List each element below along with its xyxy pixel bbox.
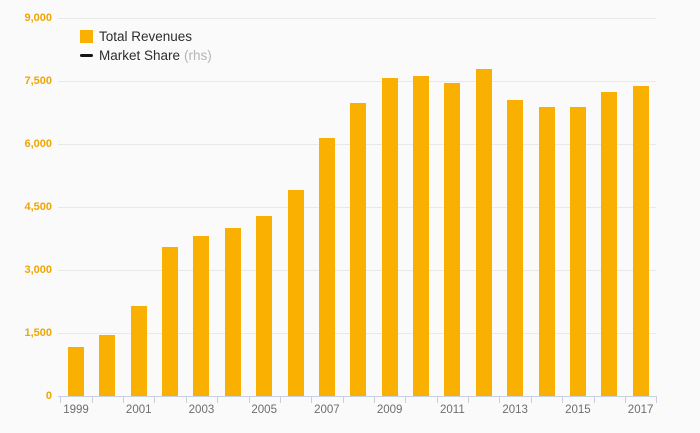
market-share-line-icon [80,53,93,57]
total-revenues-swatch-icon [80,29,93,43]
bar-2007[interactable] [318,138,335,396]
x-axis-tick [60,396,62,403]
x-axis-tick [624,396,626,403]
bar-2001[interactable] [130,306,147,396]
x-axis-tick [185,396,187,403]
bar-2010[interactable] [413,76,430,396]
x-axis-label-2009: 2009 [376,404,403,416]
y-axis-label-3,000: 3,000 [24,264,52,276]
x-axis-tick [562,396,564,403]
bar-2012[interactable] [475,69,492,396]
bar-2014[interactable] [538,107,555,396]
gridline-9,000 [58,18,656,19]
x-axis-tick [593,396,595,403]
gridline-7,500 [58,81,656,82]
x-axis-tick [91,396,93,403]
x-axis-label-2011: 2011 [440,404,465,416]
bar-2016[interactable] [601,92,618,396]
x-axis-tick [279,396,281,403]
x-axis-label-2005: 2005 [251,404,277,416]
legend-label: Market Share [99,47,181,63]
y-axis-label-4,500: 4,500 [24,201,52,213]
bar-2017[interactable] [632,86,649,396]
x-axis-tick [311,396,313,403]
bar-2015[interactable] [569,107,586,396]
x-axis-line [58,396,657,397]
x-axis-label-2015: 2015 [565,404,591,416]
bar-2003[interactable] [193,236,210,396]
legend-rhs-suffix: (rhs) [184,47,212,63]
x-axis-tick [123,396,125,403]
x-axis-label-2003: 2003 [188,404,215,416]
x-axis-label-1999: 1999 [63,404,89,416]
legend: Total Revenues Market Share (rhs) [80,29,212,67]
bar-2013[interactable] [507,100,524,396]
y-axis-label-6,000: 6,000 [24,138,52,150]
bar-2006[interactable] [287,190,304,396]
y-axis-label-7,500: 7,500 [24,75,52,87]
x-axis-tick [248,396,250,403]
x-axis-tick [154,396,156,403]
x-axis-tick [405,396,407,403]
x-axis-tick [499,396,501,403]
y-axis-label-0: 0 [45,390,52,402]
y-axis-label-1,500: 1,500 [24,327,52,339]
bar-2004[interactable] [224,227,241,396]
x-axis-tick [436,396,438,403]
x-axis-label-2013: 2013 [502,404,528,416]
x-axis-label-2017: 2017 [627,404,654,416]
x-axis-tick [373,396,375,403]
bar-2011[interactable] [444,82,461,396]
bar-2009[interactable] [381,77,398,396]
bar-2000[interactable] [99,334,116,396]
bar-2008[interactable] [350,102,367,396]
x-axis-label-2007: 2007 [314,404,340,416]
x-axis-tick [530,396,532,403]
bar-1999[interactable] [68,347,84,396]
bar-2005[interactable] [256,216,273,396]
legend-item-market-share[interactable]: Market Share (rhs) [80,47,212,63]
legend-item-total-revenues[interactable]: Total Revenues [80,28,212,44]
x-axis-tick [656,396,658,403]
bar-2002[interactable] [162,246,179,396]
x-axis-tick [342,396,344,403]
x-axis-tick [468,396,470,403]
legend-label: Total Revenues [99,28,193,44]
x-axis-tick [217,396,219,403]
x-axis-label-2001: 2001 [125,404,152,416]
y-axis-label-9,000: 9,000 [24,12,52,24]
